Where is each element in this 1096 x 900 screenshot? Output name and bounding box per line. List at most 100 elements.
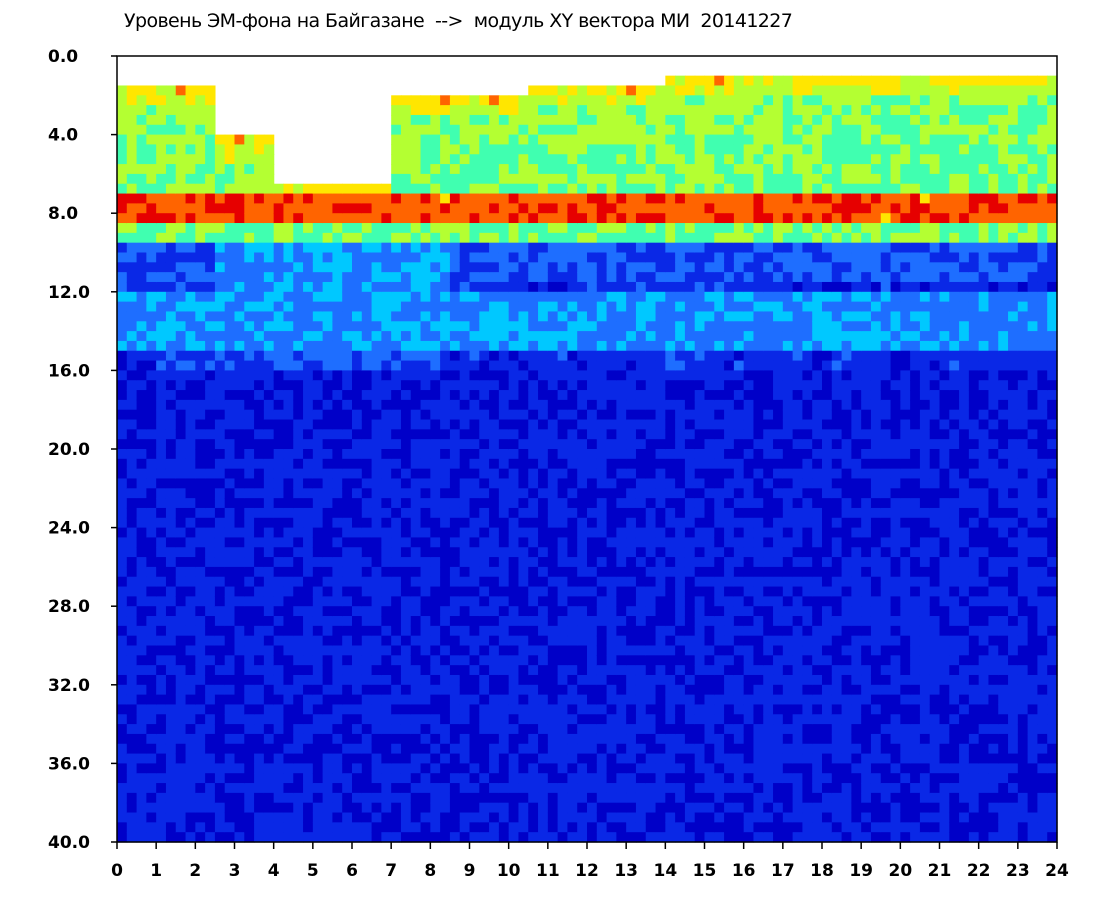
heatmap-cell bbox=[547, 321, 559, 332]
heatmap-cell bbox=[293, 498, 304, 509]
heatmap-cell bbox=[743, 281, 755, 293]
heatmap-cell bbox=[175, 694, 187, 706]
heatmap-cell bbox=[724, 498, 735, 509]
heatmap-cell bbox=[146, 262, 157, 273]
heatmap-cell bbox=[635, 390, 647, 401]
heatmap-cell bbox=[185, 154, 196, 165]
heatmap-cell bbox=[675, 203, 686, 214]
heatmap-cell bbox=[117, 586, 128, 597]
heatmap-cell bbox=[518, 616, 529, 627]
heatmap-cell bbox=[332, 468, 343, 480]
heatmap-cell bbox=[528, 124, 539, 136]
heatmap-cell bbox=[459, 822, 471, 833]
heatmap-cell bbox=[440, 232, 451, 244]
heatmap-cell bbox=[273, 203, 285, 214]
heatmap-cell bbox=[743, 291, 755, 303]
heatmap-cell bbox=[675, 674, 686, 686]
heatmap-cell bbox=[312, 203, 324, 214]
heatmap-cell bbox=[293, 566, 304, 578]
heatmap-cell bbox=[587, 449, 598, 460]
heatmap-cell bbox=[596, 223, 608, 234]
heatmap-cell bbox=[214, 478, 226, 489]
heatmap-cell bbox=[136, 242, 147, 254]
heatmap-cell bbox=[254, 380, 265, 391]
heatmap-cell bbox=[567, 134, 578, 146]
heatmap-cell bbox=[577, 193, 588, 204]
heatmap-cell bbox=[117, 792, 128, 804]
heatmap-cell bbox=[635, 753, 647, 764]
heatmap-cell bbox=[165, 537, 177, 548]
heatmap-cell bbox=[440, 409, 451, 421]
heatmap-cell bbox=[616, 566, 627, 578]
heatmap-cell bbox=[332, 783, 343, 794]
heatmap-cell bbox=[430, 134, 441, 146]
heatmap-cell bbox=[684, 173, 696, 185]
heatmap-cell bbox=[655, 154, 666, 165]
heatmap-cell bbox=[547, 85, 559, 96]
heatmap-cell bbox=[694, 498, 706, 509]
heatmap-cell bbox=[635, 783, 647, 794]
heatmap-cell bbox=[655, 380, 666, 391]
heatmap-cell bbox=[205, 193, 216, 204]
heatmap-cell bbox=[410, 242, 422, 254]
heatmap-cell bbox=[244, 242, 255, 254]
heatmap-cell bbox=[743, 557, 755, 568]
heatmap-cell bbox=[420, 370, 431, 381]
heatmap-cell bbox=[254, 262, 265, 273]
heatmap-cell bbox=[175, 370, 187, 381]
heatmap-cell bbox=[273, 586, 285, 597]
heatmap-cell bbox=[616, 173, 627, 185]
heatmap-cell bbox=[361, 714, 373, 725]
heatmap-cell bbox=[489, 792, 500, 804]
heatmap-cell bbox=[205, 547, 216, 558]
heatmap-cell bbox=[332, 281, 343, 293]
heatmap-cell bbox=[498, 173, 510, 185]
heatmap-cell bbox=[420, 478, 431, 489]
heatmap-cell bbox=[136, 458, 147, 470]
heatmap-cell bbox=[479, 272, 490, 283]
heatmap-cell bbox=[234, 684, 245, 696]
heatmap-cell bbox=[538, 625, 549, 637]
heatmap-cell bbox=[763, 419, 774, 430]
heatmap-cell bbox=[117, 331, 128, 342]
heatmap-cell bbox=[538, 684, 549, 696]
heatmap-cell bbox=[547, 802, 559, 814]
heatmap-cell bbox=[352, 802, 363, 814]
heatmap-cell bbox=[126, 213, 138, 224]
heatmap-cell bbox=[332, 714, 343, 725]
heatmap-cell bbox=[704, 390, 715, 401]
heatmap-cell bbox=[557, 802, 569, 814]
heatmap-cell bbox=[430, 429, 441, 440]
heatmap-cell bbox=[704, 733, 715, 745]
heatmap-cell bbox=[459, 753, 471, 764]
heatmap-cell bbox=[352, 311, 363, 322]
heatmap-cell bbox=[361, 694, 373, 706]
heatmap-cell bbox=[263, 458, 275, 470]
heatmap-cell bbox=[743, 792, 755, 804]
heatmap-cell bbox=[763, 350, 774, 362]
heatmap-cell bbox=[381, 498, 392, 509]
heatmap-cell bbox=[234, 458, 245, 470]
heatmap-cell bbox=[214, 350, 226, 362]
heatmap-cell bbox=[312, 340, 324, 352]
heatmap-cell bbox=[449, 439, 461, 450]
heatmap-cell bbox=[410, 694, 422, 706]
heatmap-cell bbox=[410, 547, 422, 558]
heatmap-cell bbox=[352, 517, 363, 529]
heatmap-cell bbox=[420, 527, 431, 539]
heatmap-cell bbox=[469, 340, 480, 352]
heatmap-cell bbox=[205, 704, 216, 715]
heatmap-cell bbox=[312, 291, 324, 303]
heatmap-cell bbox=[224, 596, 236, 607]
heatmap-cell bbox=[361, 183, 373, 195]
heatmap-cell bbox=[557, 566, 569, 578]
heatmap-cell bbox=[322, 498, 334, 509]
heatmap-cell bbox=[489, 301, 500, 313]
heatmap-cell bbox=[694, 537, 706, 548]
heatmap-cell bbox=[763, 655, 774, 666]
heatmap-cell bbox=[165, 114, 177, 126]
heatmap-cell bbox=[645, 144, 657, 155]
heatmap-cell bbox=[352, 242, 363, 254]
heatmap-cell bbox=[371, 517, 382, 529]
heatmap-cell bbox=[283, 183, 294, 195]
